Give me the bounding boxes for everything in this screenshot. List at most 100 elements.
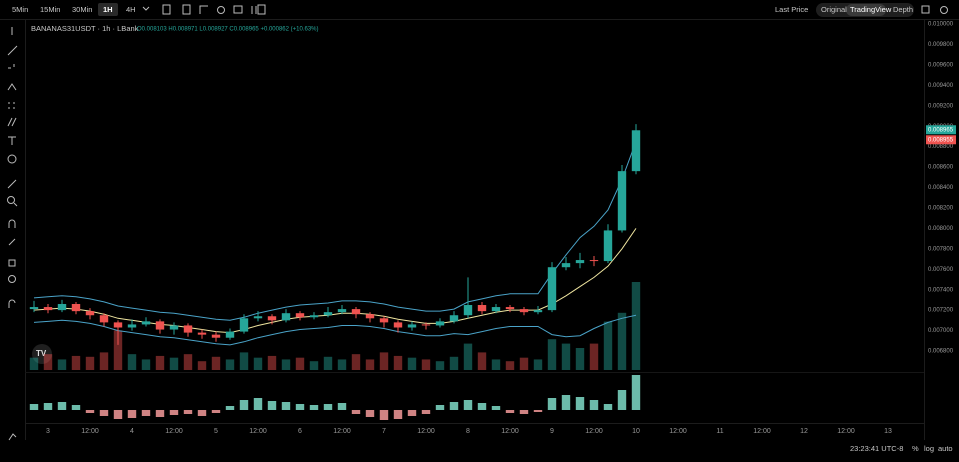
volume-bar (85, 356, 95, 370)
y-tick-label: 0.007800 (928, 246, 954, 252)
oscillator-bar (127, 410, 137, 418)
timeframe-button[interactable]: 5Min (12, 5, 28, 14)
y-tick-label: 0.009600 (928, 62, 954, 68)
y-tick-label: 0.007400 (928, 287, 954, 293)
timeframe-button[interactable]: 4H (126, 5, 136, 14)
volume-bar (113, 330, 123, 370)
oscillator-bar (43, 403, 53, 410)
volume-bar (435, 361, 445, 370)
oscillator-bar (169, 410, 179, 415)
scale-button[interactable]: log (924, 444, 934, 453)
candle-body (183, 325, 193, 333)
x-tick-label: 12:00 (501, 428, 519, 435)
oscillator-bar (365, 410, 375, 417)
timeframe-button[interactable]: 15Min (40, 5, 60, 14)
scale-button[interactable]: % (912, 444, 919, 453)
candle-body (351, 309, 361, 315)
candle-body (379, 318, 389, 323)
y-tick-label: 0.008000 (928, 226, 954, 232)
chart-plot: 0.006800 0.007000 0.007200 0.007400 0.007600… (29, 22, 956, 435)
volume-bar (183, 354, 193, 370)
oscillator-bar (379, 410, 389, 420)
volume-bar (561, 343, 571, 370)
oscillator-bar (225, 406, 235, 410)
active-view-bg (846, 4, 886, 16)
oscillator-bar (603, 404, 613, 410)
y-tick-label: 0.009200 (928, 103, 954, 109)
toolbar-icons[interactable] (142, 4, 266, 15)
x-tick-label: 12:00 (81, 428, 99, 435)
x-tick-label: 12:00 (837, 428, 855, 435)
oscillator-bar (337, 403, 347, 410)
ohlc-readout: O0.008103 H0.008971 L0.008927 C0.008965 … (137, 27, 319, 33)
oscillator-bar (407, 410, 417, 416)
candle-body (155, 321, 165, 330)
candle-body (631, 130, 641, 172)
volume-bar (519, 357, 529, 370)
volume-bar (505, 361, 515, 370)
view-button[interactable]: Original (821, 5, 847, 14)
candle-body (421, 324, 431, 326)
oscillator-bar (463, 400, 473, 410)
volume-bar (169, 357, 179, 370)
y-tick-label: 0.006800 (928, 349, 954, 355)
oscillator-bar (113, 410, 123, 419)
candle-body (337, 309, 347, 313)
oscillator-bar (281, 402, 291, 410)
candle-body (365, 314, 375, 319)
x-tick-label: 12:00 (753, 428, 771, 435)
view-button[interactable]: TradingView (850, 5, 892, 14)
timeframe-button[interactable]: 1H (103, 5, 113, 14)
volume-bar (617, 312, 627, 370)
y-tick-label: 0.007000 (928, 328, 954, 334)
y-tick-label: 0.007600 (928, 267, 954, 273)
volume-bar (365, 359, 375, 370)
candle-body (575, 260, 585, 264)
candle-body (547, 267, 557, 311)
volume-bar (197, 361, 207, 370)
volume-bar (477, 352, 487, 370)
window-icons[interactable] (921, 5, 948, 14)
oscillator-bar (631, 375, 641, 410)
candle-body (29, 307, 39, 310)
drawing-tools[interactable] (7, 27, 18, 441)
volume-bar (631, 282, 641, 370)
oscillator-bar (589, 400, 599, 410)
price-tag (926, 135, 956, 145)
candle-body (113, 322, 123, 328)
oscillator-bar (477, 403, 487, 410)
y-tick-label: 0.007200 (928, 308, 954, 314)
timeframe-button[interactable]: 30Min (72, 5, 92, 14)
x-tick-label: 12:00 (417, 428, 435, 435)
volume-bar (267, 355, 277, 370)
oscillator-bar (449, 402, 459, 410)
oscillator-bar (197, 410, 207, 416)
volume-bar (155, 355, 165, 370)
oscillator-bar (253, 398, 263, 410)
active-timeframe-bg (98, 3, 118, 16)
volume-bar (449, 356, 459, 370)
x-tick-label: 8 (466, 428, 470, 435)
oscillator-bar (533, 410, 543, 412)
x-tick-label: 10 (632, 428, 640, 435)
volume-bar (99, 352, 109, 370)
candle-body (393, 322, 403, 328)
candle-body (169, 325, 179, 330)
volume-bar (141, 359, 151, 370)
oscillator-bar (99, 410, 109, 416)
y-tick-label: 0.008600 (928, 165, 954, 171)
candle-body (519, 309, 529, 313)
view-button[interactable]: Depth (893, 5, 913, 14)
price-mode[interactable]: Last Price (775, 5, 808, 14)
x-tick-label: 11 (716, 428, 723, 435)
candle-body (561, 263, 571, 268)
volume-bar (225, 359, 235, 370)
x-tick-label: 5 (214, 428, 218, 435)
oscillator-bar (183, 410, 193, 414)
oscillator-bar (323, 404, 333, 410)
candle-body (309, 315, 319, 318)
scale-button[interactable]: auto (938, 444, 953, 453)
oscillator-bar (351, 410, 361, 414)
price-tag-label: 0.008955 (928, 137, 954, 143)
oscillator-bar (617, 390, 627, 410)
